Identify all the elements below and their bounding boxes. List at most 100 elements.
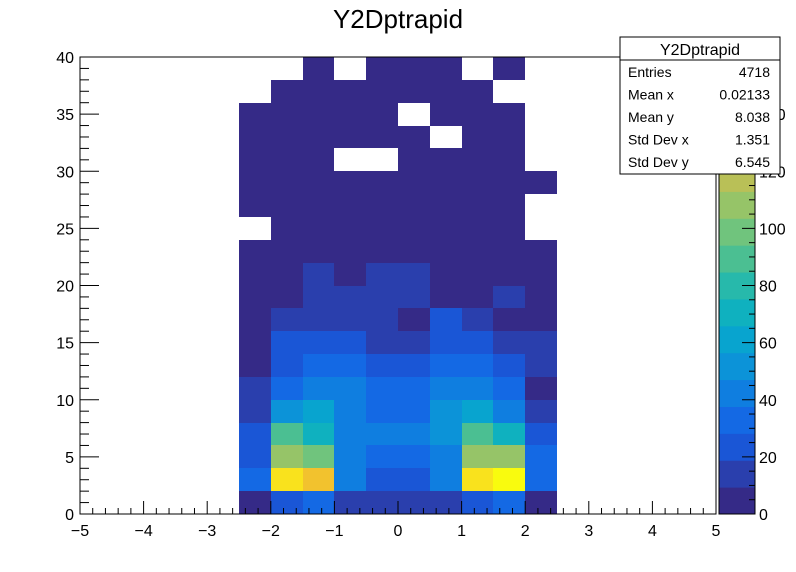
heatmap-cell: [525, 445, 557, 468]
heatmap-cell: [271, 308, 303, 331]
heatmap-cell: [334, 263, 366, 286]
y-tick-label: 35: [56, 107, 74, 124]
heatmap-cell: [334, 217, 366, 240]
heatmap-cell: [398, 354, 430, 377]
heatmap-cell: [462, 126, 493, 148]
x-tick-label: 2: [521, 523, 530, 540]
heatmap-cell: [303, 308, 334, 331]
heatmap-cell: [525, 263, 557, 286]
y-tick-label: 5: [65, 450, 74, 467]
heatmap-cell: [303, 240, 334, 263]
heatmap-cell: [303, 171, 334, 194]
heatmap-cell: [398, 445, 430, 468]
z-tick-label: 60: [759, 336, 777, 353]
heatmap-cell: [525, 354, 557, 377]
heatmap-cell: [398, 423, 430, 445]
x-tick-label: −2: [262, 523, 280, 540]
heatmap-cell: [271, 240, 303, 263]
heatmap-cell: [366, 126, 398, 148]
heatmap-cell: [366, 331, 398, 354]
heatmap-cell: [334, 445, 366, 468]
palette-swatch: [719, 433, 755, 461]
heatmap-cell: [239, 468, 271, 491]
heatmap-cell: [430, 423, 462, 445]
heatmap-cell: [334, 126, 366, 148]
heatmap-cell: [271, 263, 303, 286]
heatmap-cell: [366, 263, 398, 286]
palette-swatch: [719, 487, 755, 515]
heatmap-cell: [462, 468, 493, 491]
heatmap-cell: [239, 400, 271, 423]
heatmap-cell: [462, 240, 493, 263]
heatmap-cell: [366, 194, 398, 217]
heatmap-cell: [525, 400, 557, 423]
heatmap-cell: [334, 377, 366, 400]
stats-value: 6.545: [735, 154, 770, 170]
heatmap-cell: [493, 126, 525, 148]
heatmap-cell: [366, 171, 398, 194]
heatmap-cell: [366, 217, 398, 240]
x-tick-label: 1: [457, 523, 466, 540]
heatmap-cell: [366, 491, 398, 514]
heatmap-cell: [462, 331, 493, 354]
palette-swatch: [719, 191, 755, 219]
heatmap-cell: [462, 103, 493, 126]
heatmap-cell: [493, 423, 525, 445]
heatmap-cell: [366, 103, 398, 126]
heatmap-cell: [430, 491, 462, 514]
heatmap-cell: [366, 57, 398, 80]
y-tick-label: 10: [56, 393, 74, 410]
heatmap-cell: [398, 286, 430, 308]
chart-title: Y2Dptrapid: [333, 4, 463, 34]
heatmap-cell: [303, 263, 334, 286]
heatmap-cell: [366, 354, 398, 377]
heatmap-cell: [239, 148, 271, 171]
heatmap-cell: [303, 354, 334, 377]
heatmap-cell: [430, 308, 462, 331]
heatmap-cell: [493, 445, 525, 468]
heatmap-cell: [525, 171, 557, 194]
heatmap-cell: [366, 468, 398, 491]
heatmap-cell: [303, 217, 334, 240]
heatmap-cell: [366, 445, 398, 468]
heatmap-cell: [239, 377, 271, 400]
heatmap-cell: [334, 286, 366, 308]
y-tick-label: 15: [56, 336, 74, 353]
heatmap-cell: [271, 103, 303, 126]
z-tick-label: 20: [759, 450, 777, 467]
heatmap-cell: [303, 491, 334, 514]
heatmap-cell: [493, 263, 525, 286]
heatmap-cell: [430, 400, 462, 423]
heatmap-cell: [462, 445, 493, 468]
heatmap-cell: [525, 331, 557, 354]
heatmap-cell: [525, 240, 557, 263]
heatmap-cell: [493, 171, 525, 194]
heatmap-cell: [239, 423, 271, 445]
heatmap-cell: [271, 171, 303, 194]
palette-swatch: [719, 245, 755, 273]
heatmap-cell: [525, 308, 557, 331]
heatmap-cell: [430, 445, 462, 468]
heatmap-cell: [271, 423, 303, 445]
heatmap-cell: [303, 286, 334, 308]
heatmap-cell: [271, 286, 303, 308]
y-tick-label: 20: [56, 279, 74, 296]
x-tick-label: 0: [394, 523, 403, 540]
heatmap-cell: [239, 354, 271, 377]
heatmap-cell: [493, 286, 525, 308]
heatmap-cell: [525, 377, 557, 400]
y-tick-label: 40: [56, 50, 74, 67]
heatmap-cell: [493, 57, 525, 80]
heatmap-cell: [239, 491, 271, 514]
heatmap-cell: [239, 308, 271, 331]
x-tick-label: −1: [325, 523, 343, 540]
heatmap-cell: [398, 57, 430, 80]
x-tick-label: −4: [134, 523, 152, 540]
heatmap-cell: [271, 148, 303, 171]
heatmap-cell: [430, 171, 462, 194]
heatmap-cell: [303, 468, 334, 491]
stats-value: 8.038: [735, 109, 770, 125]
heatmap-cell: [398, 240, 430, 263]
heatmap-cell: [303, 331, 334, 354]
heatmap-cell: [493, 377, 525, 400]
